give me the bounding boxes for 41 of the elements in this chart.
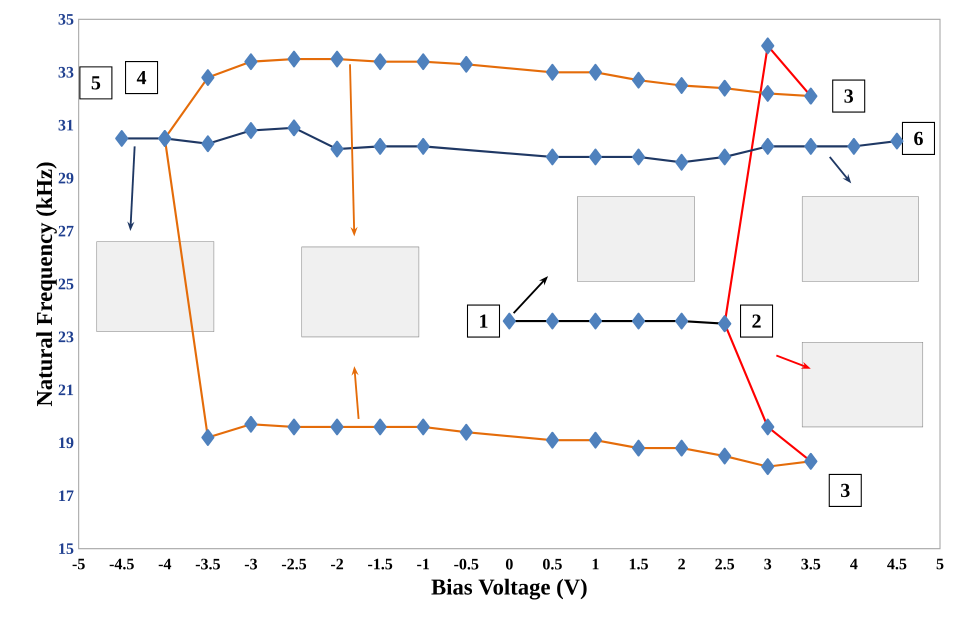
x-tick-label: -1	[417, 558, 430, 570]
annotation: 5	[92, 76, 100, 90]
x-tick-label: 3.5	[801, 558, 820, 570]
x-tick-label: 5	[936, 558, 944, 570]
annotation: 1	[480, 314, 488, 328]
x-tick-label: -3.5	[196, 558, 220, 570]
y-tick-label: 35	[58, 14, 74, 25]
y-tick-label: 23	[58, 332, 74, 342]
annotation: 3	[841, 484, 850, 498]
x-tick-label: 2	[678, 558, 685, 570]
x-tick-label: 1	[592, 558, 599, 570]
x-tick-label: -2.5	[282, 558, 306, 570]
y-tick-label: 29	[58, 172, 74, 184]
x-tick-label: -4.5	[110, 558, 134, 570]
y-tick-label: 15	[59, 543, 74, 554]
y-tick-label: 25	[58, 278, 74, 290]
x-tick-label: -3	[244, 558, 258, 570]
x-tick-label: 0	[506, 558, 513, 570]
y-tick-label: 27	[58, 226, 74, 237]
x-tick-label: 4.5	[887, 558, 906, 570]
annotation: 4	[136, 71, 146, 84]
x-tick-label: 1.5	[630, 558, 648, 570]
x-tick-label: -5	[72, 558, 85, 570]
annotation: 3	[844, 90, 854, 103]
x-tick-label: 2.5	[715, 558, 734, 570]
x-tick-label: 3	[764, 558, 772, 570]
x-tick-label: -2	[330, 558, 344, 570]
x-tick-label: -1.5	[368, 558, 392, 570]
x-tick-label: -4	[158, 558, 172, 570]
y-tick-label: 33	[58, 67, 74, 78]
annotation: 6	[914, 132, 923, 146]
y-tick-label: 19	[59, 438, 74, 448]
x-axis-title: Bias Voltage (V)	[431, 578, 587, 600]
x-tick-label: 0.5	[543, 558, 562, 570]
x-tick-label: -0.5	[454, 558, 478, 570]
x-tick-label: 4	[850, 558, 858, 570]
y-tick-label: 21	[58, 384, 74, 396]
y-axis-title: Natural Frequency (kHz)	[36, 162, 57, 406]
y-tick-label: 17	[59, 490, 74, 502]
annotation: 2	[752, 314, 761, 328]
y-tick-label: 31	[58, 120, 74, 131]
